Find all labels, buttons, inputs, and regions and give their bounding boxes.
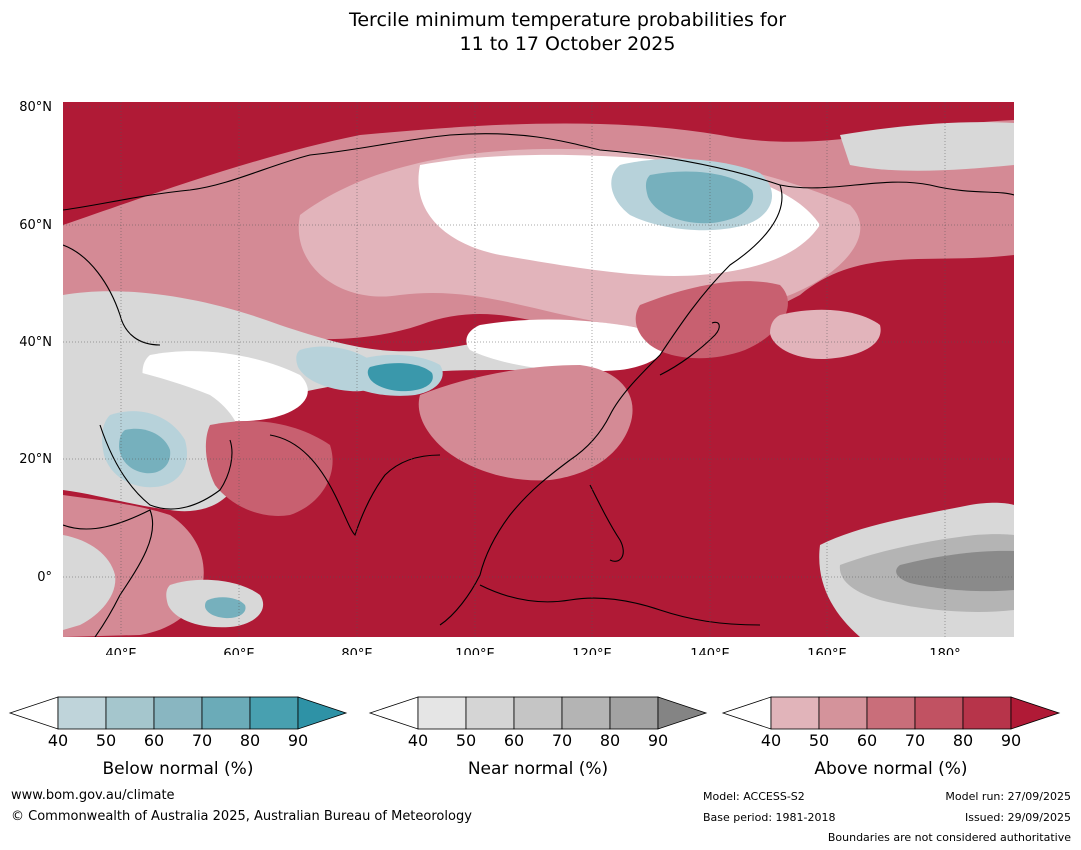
legend-above-low-arrow [721,696,772,730]
legend-below-tick-60: 60 [143,731,165,750]
graticule [63,102,1014,637]
legend-above-tick-50: 50 [808,731,830,750]
legend-below-tick-90: 90 [287,731,309,750]
legend-near-tick-90: 90 [647,731,669,750]
footer-website: www.bom.gov.au/climate [11,788,175,803]
lat-label-40: 40°N [19,335,52,350]
legend-near-tick-50: 50 [455,731,477,750]
lon-label-160: 160°E [807,647,847,655]
legend-above-tick-90: 90 [1000,731,1022,750]
region-above-70-japan-sea [635,281,788,359]
legend-near-tick-80: 80 [599,731,621,750]
region-white-mongolia [466,319,665,372]
region-near-90-pacific [896,550,1014,592]
legend-above-tick-70: 70 [904,731,926,750]
legend-below-tick-80: 80 [239,731,261,750]
lon-label-100: 100°E [455,647,495,655]
legend-below-swatch-60 [153,696,203,730]
lon-label-60: 60°E [223,647,254,655]
title-line-2: 11 to 17 October 2025 [459,33,676,55]
footer-model: Model: ACCESS-S2 [703,790,805,803]
region-near-east-africa [63,535,116,630]
legend-near-swatch-50 [465,696,515,730]
region-above-70-india [205,421,333,516]
region-above-50-sea [770,309,881,360]
legend-near-swatch-40 [417,696,467,730]
footer-base-period: Base period: 1981-2018 [703,811,836,824]
coastline-philippines [589,484,624,562]
lon-label-180: 180° [929,647,960,655]
legend-above-swatch-70 [914,696,964,730]
legend-above-swatch-40 [770,696,820,730]
legend-below-tick-40: 40 [47,731,69,750]
lat-label-20: 20°N [19,452,52,467]
lon-axis: 40°E 60°E 80°E 100°E 120°E 140°E 160°E 1… [105,647,960,655]
legend-below-normal [8,696,348,730]
region-below-70-siberia [645,171,754,224]
region-above-60-china [418,365,633,481]
coastline-maritime [479,584,761,626]
legend-near-low-arrow [368,696,419,730]
region-below-indian-ocean [205,597,246,619]
legend-above-tick-40: 40 [760,731,782,750]
legend-near-swatch-60 [513,696,563,730]
legend-near-title: Near normal (%) [467,759,609,779]
title-line-1: Tercile minimum temperature probabilitie… [348,9,787,31]
legend-above-swatch-60 [866,696,916,730]
legend-near-tick-40: 40 [407,731,429,750]
legend-above-tick-80: 80 [952,731,974,750]
legend-above-swatch-50 [818,696,868,730]
lat-label-0: 0° [37,570,52,585]
region-near-north-east [840,122,1014,171]
lon-label-120: 120°E [572,647,612,655]
legend-below-title: Below normal (%) [102,759,254,779]
footer-disclaimer: Boundaries are not considered authoritat… [827,831,1071,844]
legend-bars [8,696,1061,730]
legend-below-low-arrow [8,696,59,730]
footer-model-run: Model run: 27/09/2025 [945,790,1071,803]
coastline-europe-asia [63,244,161,346]
legend-below-tick-50: 50 [95,731,117,750]
footer-copyright: © Commonwealth of Australia 2025, Austra… [11,809,472,824]
coastline-east-asia [439,184,783,626]
region-below-70-tibet [367,363,433,392]
legend-below-swatch-90 [297,696,348,730]
legend-below-swatch-70 [201,696,251,730]
legend-above-tick-60: 60 [856,731,878,750]
legend-below-swatch-40 [57,696,107,730]
legend-near-tick-70: 70 [551,731,573,750]
lat-label-80: 80°N [19,100,52,115]
legend-near-tick-60: 60 [503,731,525,750]
coastline-africa [63,509,154,637]
lat-axis: 80°N 60°N 40°N 20°N 0° [19,100,52,585]
legend-near-swatch-70 [561,696,611,730]
legend-near-swatch-90 [657,696,708,730]
coastline-india [269,434,441,537]
legend-near-swatch-80 [609,696,659,730]
map-field [63,102,1014,637]
legend-below-swatch-80 [249,696,299,730]
legend-below-swatch-50 [105,696,155,730]
lon-label-140: 140°E [690,647,730,655]
legend-above-swatch-80 [962,696,1012,730]
chart-title: Tercile minimum temperature probabilitie… [0,8,1081,56]
footer-issued: Issued: 29/09/2025 [964,811,1071,824]
coastline-japan [659,321,720,376]
legend-above-swatch-90 [1010,696,1061,730]
legend-near-normal [368,696,708,730]
lat-label-60: 60°N [19,218,52,233]
legend-below-tick-70: 70 [191,731,213,750]
coastline-arabia [99,424,233,510]
region-below-70-arabia [119,428,171,474]
coastlines [63,133,1014,637]
legend-above-title: Above normal (%) [814,759,968,779]
forecast-map: 80°N 60°N 40°N 20°N 0° 40°E 60°E 80°E 10… [19,100,1014,655]
coastline-arctic [63,133,1014,211]
lon-label-40: 40°E [105,647,136,655]
legend-above-normal [721,696,1061,730]
lon-label-80: 80°E [341,647,372,655]
